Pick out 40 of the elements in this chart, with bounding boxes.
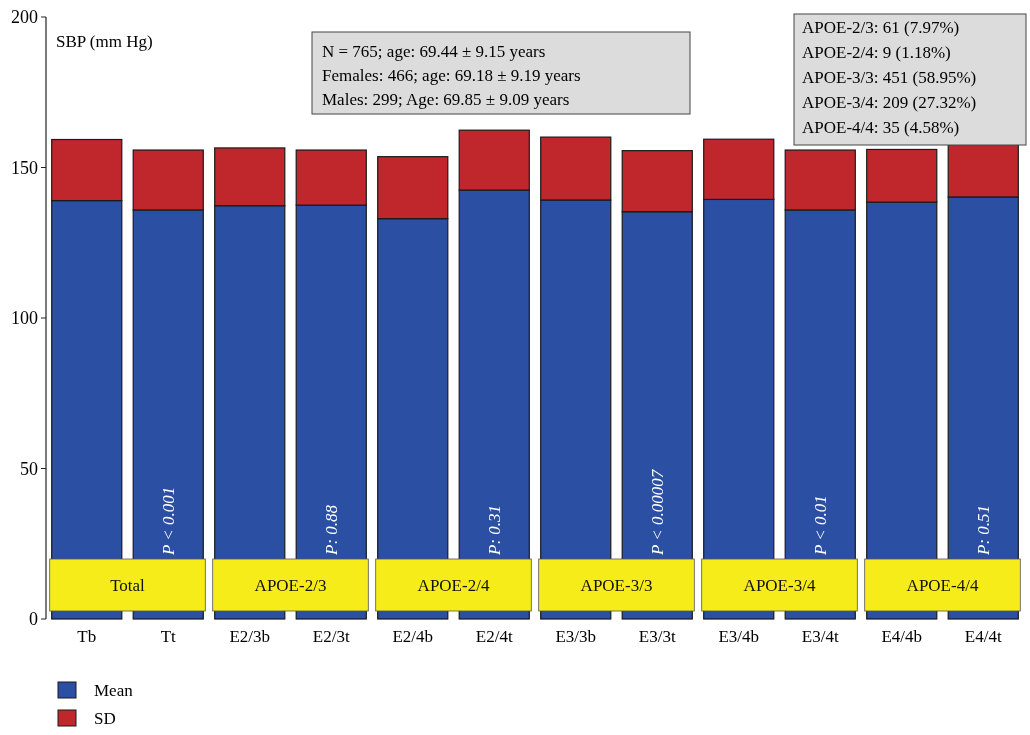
annotation: P: 0.88 [322, 504, 342, 556]
x-tick-label: Tb [77, 627, 97, 646]
x-tick-label: E2/4b [392, 627, 434, 646]
annotation: Males: 299; Age: 69.85 ± 9.09 years [322, 90, 570, 109]
x-tick-label: E4/4t [964, 627, 1002, 646]
annotation: P < 0.01 [811, 495, 831, 556]
annotation: P < 0.00007 [648, 468, 668, 556]
x-tick-label: Tt [160, 627, 177, 646]
annotation: P: 0.51 [974, 504, 994, 556]
annotation: P: 0.31 [485, 504, 505, 556]
annotation: Total [110, 575, 146, 595]
y-tick-label: 150 [11, 157, 38, 178]
annotation: APOE-3/4 [743, 575, 816, 595]
x-tick-label: E2/4t [475, 627, 513, 646]
annotation: APOE-2/4: 9 (1.18%) [802, 43, 951, 62]
x-tick-label: E2/3b [229, 627, 271, 646]
y-tick-label: 0 [29, 609, 38, 630]
annotation: N = 765; age: 69.44 ± 9.15 years [322, 42, 546, 61]
y-axis-title: SBP (mm Hg) [56, 32, 153, 51]
x-tick-label: E3/4t [801, 627, 839, 646]
x-tick-label: E2/3t [312, 627, 350, 646]
x-tick-label: E3/3t [638, 627, 676, 646]
legend-label: Mean [94, 680, 134, 700]
annotation: APOE-4/4: 35 (4.58%) [802, 118, 960, 137]
annotation: Females: 466; age: 69.18 ± 9.19 years [322, 66, 581, 85]
legend-label: SD [94, 708, 116, 728]
x-tick-label: E4/4b [881, 627, 923, 646]
annotation: APOE-3/3: 451 (58.95%) [802, 68, 977, 87]
annotation: APOE-2/3: 61 (7.97%) [802, 18, 960, 37]
x-tick-label: E3/4b [718, 627, 760, 646]
annotation: P < 0.001 [159, 486, 179, 556]
x-tick-label: E3/3b [555, 627, 597, 646]
y-tick-label: 200 [11, 7, 38, 28]
annotation: APOE-3/4: 209 (27.32%) [802, 93, 977, 112]
annotation: APOE-2/4 [417, 575, 490, 595]
annotation: APOE-2/3 [254, 575, 327, 595]
y-tick-label: 50 [20, 458, 38, 479]
annotation: APOE-3/3 [580, 575, 653, 595]
annotation: APOE-4/4 [906, 575, 979, 595]
y-tick-label: 100 [11, 308, 38, 329]
